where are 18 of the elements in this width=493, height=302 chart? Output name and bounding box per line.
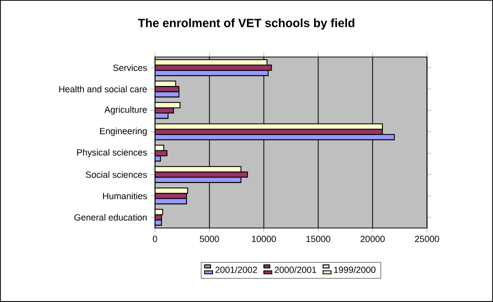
y-tick-label: Physical sciences [77, 148, 147, 158]
x-tick-label: 25000 [414, 236, 440, 242]
y-tick-label: Agriculture [104, 106, 147, 115]
y-tick-label: Health and social care [59, 86, 147, 92]
x-tick-label: 20000 [360, 236, 385, 242]
y-tick-label: Engineering [100, 128, 147, 136]
legend-label: 1999/2000 [334, 266, 376, 273]
x-tick-label: 5000 [200, 236, 220, 242]
y-tick-label: Humanities [103, 192, 147, 200]
legend-label: 2000/2001 [274, 266, 316, 273]
y-tick-label: Services [113, 64, 147, 71]
x-tick-label: 10000 [252, 236, 276, 242]
legend-label: 2001/2002 [215, 266, 257, 273]
y-tick-label: General education [74, 214, 147, 221]
x-tick-label: 15000 [306, 236, 330, 242]
chart-title: The enrolment of VET schools by field [138, 18, 354, 30]
y-tick-label: Social sciences [86, 171, 147, 178]
x-tick-label: 0 [152, 236, 158, 242]
